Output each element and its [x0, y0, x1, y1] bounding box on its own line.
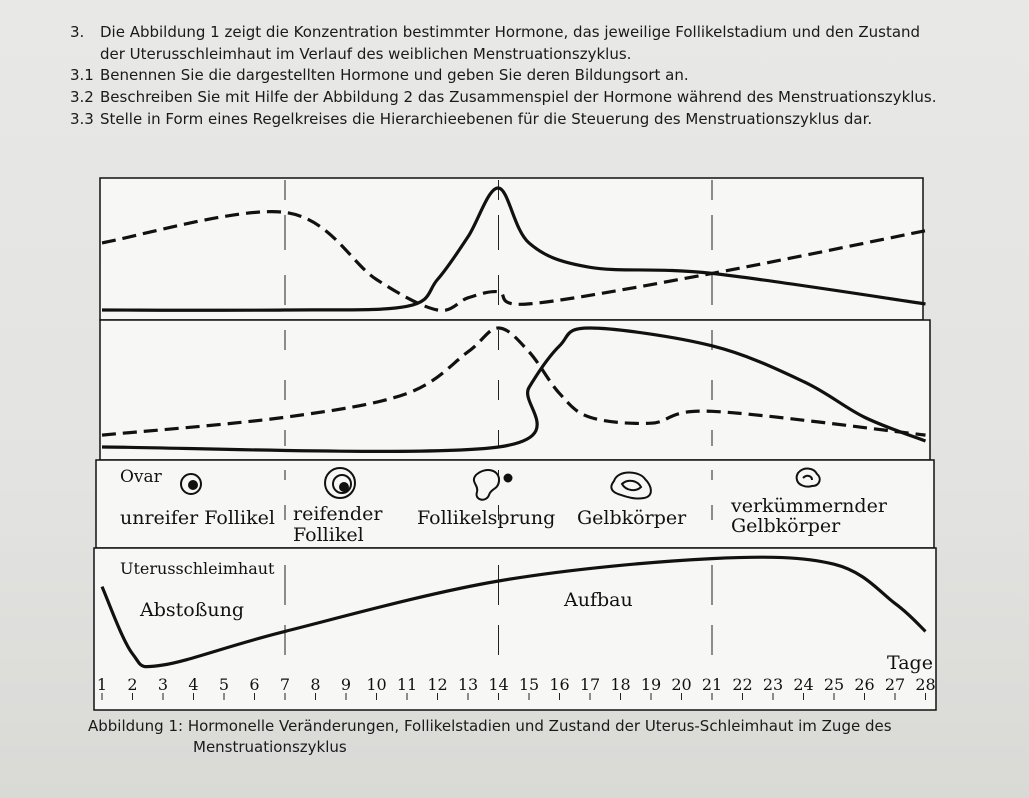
maturing-follicle-icon: [324, 467, 356, 499]
question-3-2: 3.2 Beschreiben Sie mit Hilfe der Abbildu…: [70, 88, 937, 106]
day-label: 7: [280, 675, 290, 694]
shedding-label: Abstoßung: [139, 599, 244, 621]
figure-caption-line2: Menstruationszyklus: [193, 738, 347, 756]
day-label: 3: [158, 675, 168, 694]
question-3: 3. Die Abbildung 1 zeigt die Konzentratio…: [70, 23, 920, 41]
buildup-label: Aufbau: [563, 589, 633, 611]
hormones-middle-dashed-curve: [101, 326, 926, 437]
question-3-continuation: der Uterusschleimhaut im Verlauf des wei…: [100, 45, 632, 63]
days-unit-label: Tage: [887, 652, 933, 674]
question-3-3: 3.3 Stelle in Form eines Regelkreises die…: [70, 110, 872, 128]
day-label: 23: [763, 675, 783, 694]
question-number: 3.1: [70, 66, 94, 84]
day-label: 27: [885, 675, 905, 694]
day-label: 18: [610, 675, 630, 694]
panel-uterus: [93, 547, 937, 711]
ovar-label: Ovar: [120, 467, 163, 487]
stage-degenerating-line1: verkümmernder: [730, 495, 888, 517]
degenerating-corpus-luteum-icon: [795, 467, 821, 488]
day-label: 19: [641, 675, 661, 694]
day-label: 21: [702, 675, 722, 694]
hormones-top-solid-curve: [101, 186, 926, 312]
question-text: Stelle in Form eines Regelkreises die Hi…: [100, 110, 873, 128]
question-text: Die Abbildung 1 zeigt die Konzentration …: [100, 23, 921, 41]
day-label: 4: [188, 675, 198, 694]
question-number: 3.: [70, 23, 85, 41]
stage-immature-follicle: unreifer Follikel: [120, 507, 275, 529]
day-label: 11: [397, 675, 417, 694]
day-label: 8: [310, 675, 320, 694]
stage-maturing-follicle-line2: Follikel: [293, 524, 364, 546]
question-text: Benennen Sie die dargestellten Hormone u…: [100, 66, 689, 84]
day-label: 1: [97, 675, 107, 694]
question-3-1: 3.1 Benennen Sie die dargestellten Hormon…: [70, 66, 689, 84]
day-label: 17: [580, 675, 600, 694]
day-label: 25: [824, 675, 844, 694]
day-label: 24: [793, 675, 813, 694]
day-label: 16: [549, 675, 569, 694]
stage-maturing-follicle-line1: reifender: [293, 503, 383, 525]
day-label: 6: [249, 675, 259, 694]
day-label: 28: [915, 675, 935, 694]
corpus-luteum-icon: [610, 471, 652, 500]
day-label: 9: [341, 675, 351, 694]
day-label: 15: [519, 675, 539, 694]
panel-hormones-middle: [99, 319, 931, 461]
day-label: 20: [671, 675, 691, 694]
uterus-solid-curve: [100, 555, 927, 669]
question-number: 3.2: [70, 88, 94, 106]
day-label: 22: [732, 675, 752, 694]
figure-caption-line1: Abbildung 1: Hormonelle Veränderungen, F…: [88, 717, 892, 735]
panel-ovar: [95, 459, 935, 549]
question-number: 3.3: [70, 110, 94, 128]
panel-hormones-top: [99, 177, 924, 321]
day-label: 12: [427, 675, 447, 694]
stage-ovulation: Follikelsprung: [417, 507, 555, 529]
stage-corpus-luteum: Gelbkörper: [577, 507, 687, 529]
hormones-middle-solid-curve: [101, 326, 927, 453]
day-label: 13: [458, 675, 478, 694]
day-label: 26: [854, 675, 874, 694]
day-label: 2: [127, 675, 137, 694]
day-label: 5: [219, 675, 229, 694]
day-label: 10: [366, 675, 386, 694]
uterus-label: Uterusschleimhaut: [120, 559, 275, 578]
stage-degenerating-line2: Gelbkörper: [731, 515, 841, 537]
immature-follicle-icon: [180, 473, 202, 495]
day-label: 14: [488, 675, 508, 694]
question-text: Beschreiben Sie mit Hilfe der Abbildung …: [100, 88, 937, 106]
ovulation-icon: [472, 469, 513, 501]
